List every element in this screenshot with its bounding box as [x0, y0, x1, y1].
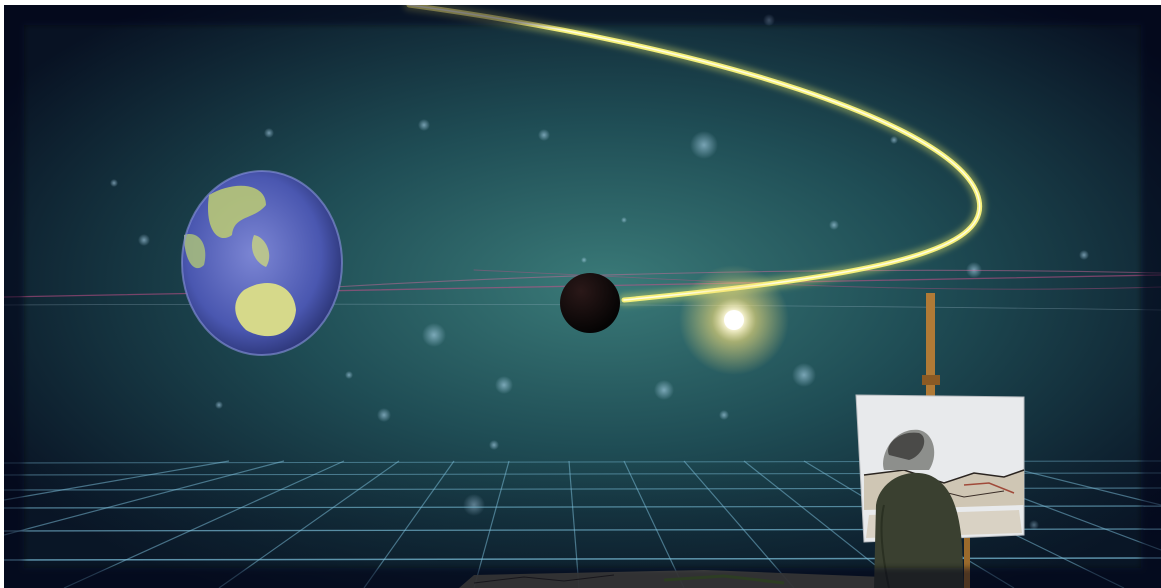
- easel: [922, 293, 970, 588]
- sun-flare: [679, 265, 789, 375]
- video-frame: [4, 5, 1161, 588]
- earth-globe: [181, 170, 343, 356]
- orbit-arc: [403, 5, 986, 306]
- dark-sphere: [560, 273, 620, 333]
- painter-figure: [874, 429, 964, 588]
- space-scene: [4, 5, 1161, 588]
